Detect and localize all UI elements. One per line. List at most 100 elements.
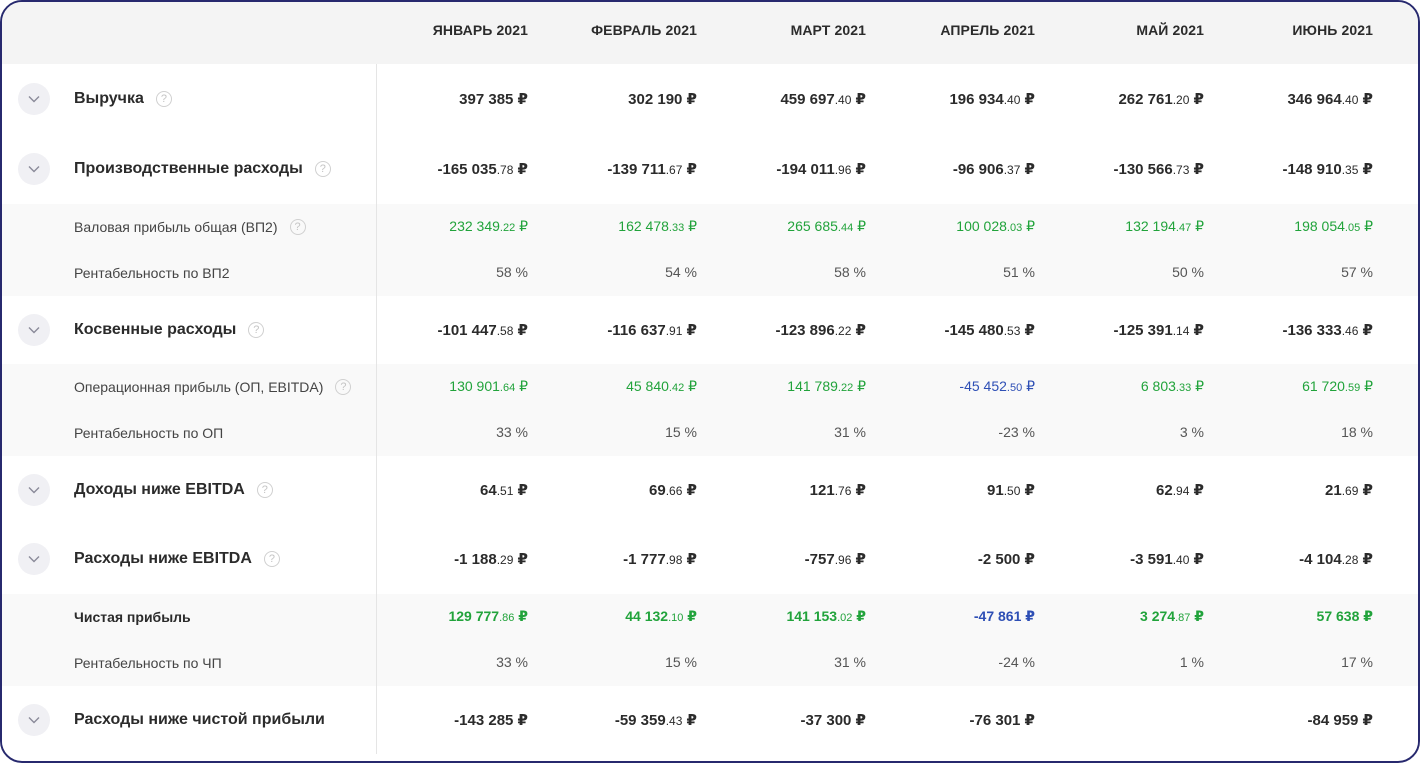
value-decimal: .94 [1172, 484, 1190, 498]
chevron-down-icon [28, 556, 40, 563]
value-cell: -96 906.37 ₽ [865, 160, 1035, 178]
value-decimal: .87 [1175, 612, 1191, 624]
value-integer: 346 964 [1287, 91, 1342, 108]
expand-toggle-button[interactable] [18, 704, 50, 736]
column-header[interactable]: АПРЕЛЬ 2021 [940, 22, 1035, 38]
chevron-down-icon [28, 327, 40, 334]
expand-toggle-button[interactable] [18, 543, 50, 575]
value-cell: -136 333.46 ₽ [1203, 321, 1373, 339]
value-cell: 17 % [1203, 654, 1373, 670]
value-integer: -123 896 [775, 322, 835, 339]
value-integer: -139 711 [607, 161, 666, 178]
currency-sign: ₽ [1358, 161, 1373, 178]
row-label-text: Рентабельность по ОП [74, 425, 224, 441]
value-integer: -145 480 [944, 322, 1004, 339]
currency-sign: ₽ [853, 378, 866, 394]
value-integer: -101 447 [437, 322, 497, 339]
currency-sign: ₽ [1191, 378, 1204, 394]
value-integer: -194 011 [776, 161, 835, 178]
value-cell: 91.50 ₽ [865, 481, 1035, 499]
value-cell: 130 901.64 ₽ [358, 378, 528, 395]
help-icon[interactable]: ? [314, 161, 331, 177]
value-cell: -3 591.40 ₽ [1034, 550, 1204, 568]
value-cell: -23 % [865, 424, 1035, 440]
table-row-group: Косвенные расходы? -101 447.58 ₽ -116 637.… [2, 296, 1418, 364]
currency-sign: ₽ [1189, 551, 1204, 568]
row-label-text: Расходы ниже чистой прибыли [74, 711, 325, 728]
value-integer: -24 % [998, 654, 1035, 670]
currency-sign: ₽ [1020, 482, 1035, 499]
value-integer: 3 274 [1140, 608, 1176, 624]
value-decimal: .10 [668, 612, 684, 624]
value-cell: 232 349.22 ₽ [358, 218, 528, 235]
row-label: Расходы ниже EBITDA? [74, 524, 280, 594]
value-cell: 121.76 ₽ [696, 481, 866, 499]
value-integer: -23 % [998, 424, 1035, 440]
chevron-down-icon [28, 487, 40, 494]
help-icon[interactable]: ? [263, 551, 280, 567]
expand-toggle-button[interactable] [18, 314, 50, 346]
value-cell: 162 478.33 ₽ [527, 218, 697, 235]
currency-sign: ₽ [513, 482, 528, 499]
value-cell: -59 359.43 ₽ [527, 711, 697, 729]
expand-toggle-button[interactable] [18, 153, 50, 185]
currency-sign: ₽ [1022, 378, 1035, 394]
value-decimal: .42 [668, 382, 685, 394]
help-icon[interactable]: ? [335, 379, 352, 395]
currency-sign: ₽ [1359, 608, 1373, 624]
chevron-down-icon [28, 717, 40, 724]
row-label: Производственные расходы? [74, 134, 331, 204]
help-icon[interactable]: ? [256, 482, 273, 498]
value-cell: 45 840.42 ₽ [527, 378, 697, 395]
table-header: ЯНВАРЬ 2021 ФЕВРАЛЬ 2021 МАРТ 2021 АПРЕЛЬ 2… [2, 2, 1418, 64]
value-integer: 3 % [1179, 424, 1204, 440]
value-cell: 33 % [358, 654, 528, 670]
value-cell: -2 500 ₽ [865, 550, 1035, 568]
column-header[interactable]: МАЙ 2021 [1136, 22, 1204, 38]
currency-sign: ₽ [1020, 91, 1035, 108]
table-row-group: Доходы ниже EBITDA? 64.51 ₽69.66 ₽121.76 … [2, 456, 1418, 524]
help-icon[interactable]: ? [248, 322, 265, 338]
value-cell: -47 861 ₽ [865, 608, 1035, 625]
value-integer: 100 028 [956, 218, 1007, 234]
currency-sign: ₽ [1358, 712, 1373, 729]
column-header[interactable]: ЯНВАРЬ 2021 [432, 22, 528, 38]
table-row-group: Расходы ниже EBITDA? -1 188.29 ₽ -1 777.98… [2, 524, 1418, 594]
value-cell: -4 104.28 ₽ [1203, 550, 1373, 568]
value-cell: 3 274.87 ₽ [1034, 608, 1204, 625]
currency-sign: ₽ [851, 322, 866, 339]
value-integer: -1 188 [454, 551, 497, 568]
value-decimal: .59 [1344, 382, 1361, 394]
value-cell: -145 480.53 ₽ [865, 321, 1035, 339]
column-header[interactable]: МАРТ 2021 [790, 22, 866, 38]
value-cell: -24 % [865, 654, 1035, 670]
value-integer: 50 % [1172, 264, 1204, 280]
chevron-down-icon [28, 96, 40, 103]
value-decimal: .22 [499, 222, 516, 234]
value-integer: -757 [804, 551, 835, 568]
help-icon[interactable]: ? [155, 91, 172, 107]
currency-sign: ₽ [682, 322, 697, 339]
expand-toggle-button[interactable] [18, 83, 50, 115]
table-row: Валовая прибыль общая (ВП2)? 232 349.22 ₽… [2, 204, 1418, 250]
value-integer: 1 % [1179, 654, 1204, 670]
value-integer: 121 [809, 482, 835, 499]
value-decimal: .40 [1172, 553, 1190, 567]
value-decimal: .33 [1175, 382, 1192, 394]
row-label-text: Рентабельность по ВП2 [74, 265, 230, 281]
value-integer: -130 566 [1113, 161, 1173, 178]
help-icon[interactable]: ? [289, 219, 306, 235]
value-integer: 15 % [665, 654, 697, 670]
currency-sign: ₽ [515, 218, 528, 234]
column-header[interactable]: ФЕВРАЛЬ 2021 [591, 22, 697, 38]
currency-sign: ₽ [851, 712, 866, 729]
column-header[interactable]: ИЮНЬ 2021 [1292, 22, 1373, 38]
value-decimal: .50 [1006, 382, 1023, 394]
value-integer: 196 934 [949, 91, 1004, 108]
value-integer: -143 285 [454, 712, 514, 729]
expand-toggle-button[interactable] [18, 474, 50, 506]
value-decimal: .96 [834, 553, 852, 567]
value-cell: 6 803.33 ₽ [1034, 378, 1204, 395]
currency-sign: ₽ [1021, 608, 1035, 624]
row-label: Валовая прибыль общая (ВП2)? [74, 204, 306, 250]
